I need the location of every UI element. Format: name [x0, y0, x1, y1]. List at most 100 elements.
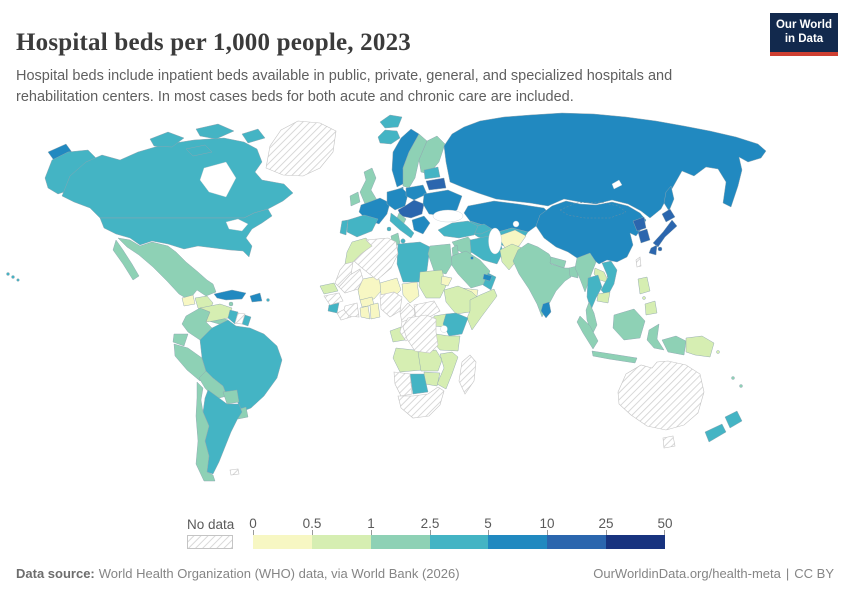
- country-falkland-islands[interactable]: [229, 468, 240, 476]
- country-russia[interactable]: [443, 112, 767, 219]
- legend-bin-25-50[interactable]: [606, 535, 666, 549]
- country-philippines-luzon[interactable]: [637, 276, 651, 295]
- country-uae-qatar[interactable]: [482, 273, 493, 282]
- country-ecuador[interactable]: [172, 333, 189, 347]
- country-china[interactable]: [535, 200, 647, 265]
- country-dr-congo[interactable]: [402, 314, 439, 354]
- country-botswana[interactable]: [409, 373, 429, 395]
- country-poland[interactable]: [405, 184, 428, 201]
- country-finland[interactable]: [418, 135, 446, 175]
- country-guinea[interactable]: [323, 292, 344, 306]
- country-sardinia[interactable]: [386, 226, 392, 232]
- country-namibia[interactable]: [393, 371, 413, 397]
- country-sri-lanka[interactable]: [540, 301, 552, 319]
- country-jamaica[interactable]: [228, 301, 234, 307]
- country-suriname[interactable]: [234, 312, 246, 325]
- country-australia[interactable]: [617, 360, 705, 431]
- country-philippines-visayas[interactable]: [642, 296, 646, 300]
- country-solomon-islands[interactable]: [716, 350, 720, 354]
- country-paraguay[interactable]: [222, 389, 240, 405]
- country-mexico[interactable]: [117, 237, 217, 301]
- country-italy[interactable]: [389, 212, 415, 239]
- country-hawaii-us[interactable]: [16, 278, 20, 282]
- legend-bin-5-10[interactable]: [488, 535, 548, 549]
- country-united-states[interactable]: [99, 208, 273, 258]
- country-guatemala[interactable]: [181, 294, 196, 307]
- country-chad[interactable]: [401, 281, 420, 304]
- owid-url-link[interactable]: OurWorldinData.org/health-meta: [593, 566, 781, 581]
- country-vanuatu[interactable]: [731, 376, 735, 380]
- legend-bin-0.5-1[interactable]: [311, 535, 371, 549]
- country-sakhalin-russia[interactable]: [663, 185, 675, 212]
- legend-bin-2.5-5[interactable]: [429, 535, 489, 549]
- country-central-african-republic[interactable]: [413, 300, 441, 320]
- country-thailand[interactable]: [586, 274, 603, 311]
- country-japan-hokkaido[interactable]: [661, 208, 676, 223]
- country-afghanistan[interactable]: [497, 229, 527, 249]
- country-chile[interactable]: [195, 381, 216, 482]
- country-taiwan[interactable]: [635, 256, 642, 268]
- country-ghana[interactable]: [359, 305, 371, 320]
- country-puerto-rico[interactable]: [266, 298, 270, 302]
- owid-logo[interactable]: Our World in Data: [770, 13, 838, 56]
- country-tasmania[interactable]: [662, 435, 676, 449]
- country-canada-arctic-islands[interactable]: [185, 144, 213, 157]
- country-sicily[interactable]: [400, 238, 406, 244]
- country-liberia[interactable]: [336, 308, 352, 321]
- country-mexico-baja[interactable]: [112, 239, 140, 281]
- country-madagascar[interactable]: [458, 354, 477, 395]
- country-canada-arctic-islands[interactable]: [241, 128, 266, 144]
- country-bolivia[interactable]: [198, 370, 228, 400]
- country-japan-honshu[interactable]: [652, 219, 678, 248]
- legend-no-data-swatch[interactable]: [187, 535, 233, 549]
- country-belarus[interactable]: [425, 177, 447, 191]
- country-togo-benin[interactable]: [369, 302, 381, 320]
- country-greece-balkans[interactable]: [411, 215, 431, 235]
- country-nigeria[interactable]: [379, 291, 403, 318]
- country-cambodia[interactable]: [596, 291, 611, 304]
- country-greenland[interactable]: [265, 120, 337, 177]
- country-venezuela[interactable]: [199, 303, 233, 323]
- country-vietnam[interactable]: [600, 260, 618, 298]
- country-laos[interactable]: [593, 267, 610, 284]
- country-baltics[interactable]: [423, 166, 441, 180]
- country-new-zealand-south[interactable]: [704, 423, 727, 443]
- legend-bin-10-25[interactable]: [547, 535, 607, 549]
- country-mauritania[interactable]: [338, 268, 364, 294]
- country-philippines-mindanao[interactable]: [644, 300, 658, 316]
- country-west-papua-indonesia[interactable]: [661, 335, 687, 356]
- country-canada-arctic-islands[interactable]: [149, 131, 185, 148]
- country-mozambique-malawi[interactable]: [436, 351, 459, 390]
- country-united-kingdom[interactable]: [359, 167, 378, 205]
- country-papua-new-guinea[interactable]: [685, 335, 715, 358]
- country-japan-kyushu[interactable]: [648, 244, 658, 256]
- country-sumatra-indonesia[interactable]: [576, 315, 599, 350]
- country-fiji[interactable]: [739, 384, 743, 388]
- legend-bin-0-0.5[interactable]: [253, 535, 312, 549]
- country-hawaii-us[interactable]: [6, 272, 10, 276]
- country-canada-arctic-islands[interactable]: [195, 123, 235, 140]
- country-south-africa[interactable]: [397, 386, 445, 419]
- country-turkey[interactable]: [437, 220, 479, 239]
- country-cuba[interactable]: [213, 289, 247, 301]
- country-cote-divoire[interactable]: [343, 302, 360, 318]
- country-spain[interactable]: [346, 214, 379, 238]
- country-south-korea[interactable]: [637, 228, 651, 244]
- country-kenya[interactable]: [442, 312, 469, 337]
- country-somalia[interactable]: [466, 288, 498, 331]
- country-java-indonesia[interactable]: [591, 350, 638, 364]
- legend-bin-1-2.5[interactable]: [370, 535, 430, 549]
- country-japan-shikoku[interactable]: [657, 246, 663, 252]
- country-hispaniola[interactable]: [249, 292, 263, 303]
- country-iceland[interactable]: [377, 129, 401, 145]
- country-svalbard[interactable]: [379, 114, 403, 129]
- country-algeria[interactable]: [353, 237, 399, 281]
- country-ireland[interactable]: [349, 191, 361, 207]
- country-sudan[interactable]: [418, 269, 447, 299]
- country-borneo[interactable]: [612, 308, 646, 341]
- country-new-zealand-north[interactable]: [724, 410, 743, 429]
- country-sulawesi-indonesia[interactable]: [646, 323, 665, 351]
- country-hawaii-us[interactable]: [11, 275, 15, 279]
- country-india[interactable]: [512, 242, 572, 318]
- country-portugal[interactable]: [339, 219, 349, 236]
